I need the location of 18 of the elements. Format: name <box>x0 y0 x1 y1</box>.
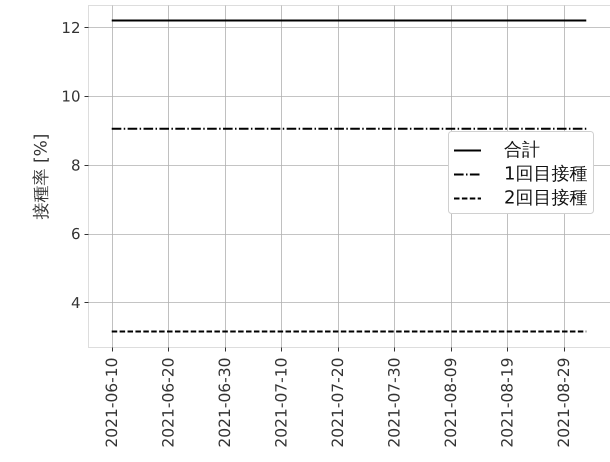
x-tick-label: 2021-07-30 <box>386 358 404 448</box>
y-tick-label: 6 <box>70 225 80 244</box>
x-tick-label: 2021-08-19 <box>498 358 517 448</box>
y-tick-label: 8 <box>70 156 80 174</box>
x-tick-label: 2021-06-30 <box>216 358 234 448</box>
x-tick-label: 2021-07-10 <box>272 358 291 448</box>
legend-label: 1回目接種 <box>504 164 588 184</box>
legend-label: 2回目接種 <box>504 188 588 208</box>
y-tick-label: 10 <box>61 88 80 106</box>
x-tick-label: 2021-06-10 <box>103 358 122 448</box>
x-tick-label: 2021-08-29 <box>555 358 574 448</box>
x-tick-label: 2021-06-20 <box>160 358 178 448</box>
y-axis-title: 接種率 [%] <box>31 134 52 220</box>
legend-label: 合計 <box>504 140 540 160</box>
y-tick-label: 4 <box>70 294 80 312</box>
x-tick-label: 2021-08-09 <box>442 358 460 448</box>
y-tick-label: 12 <box>61 18 80 37</box>
x-tick-label: 2021-07-20 <box>329 358 348 448</box>
